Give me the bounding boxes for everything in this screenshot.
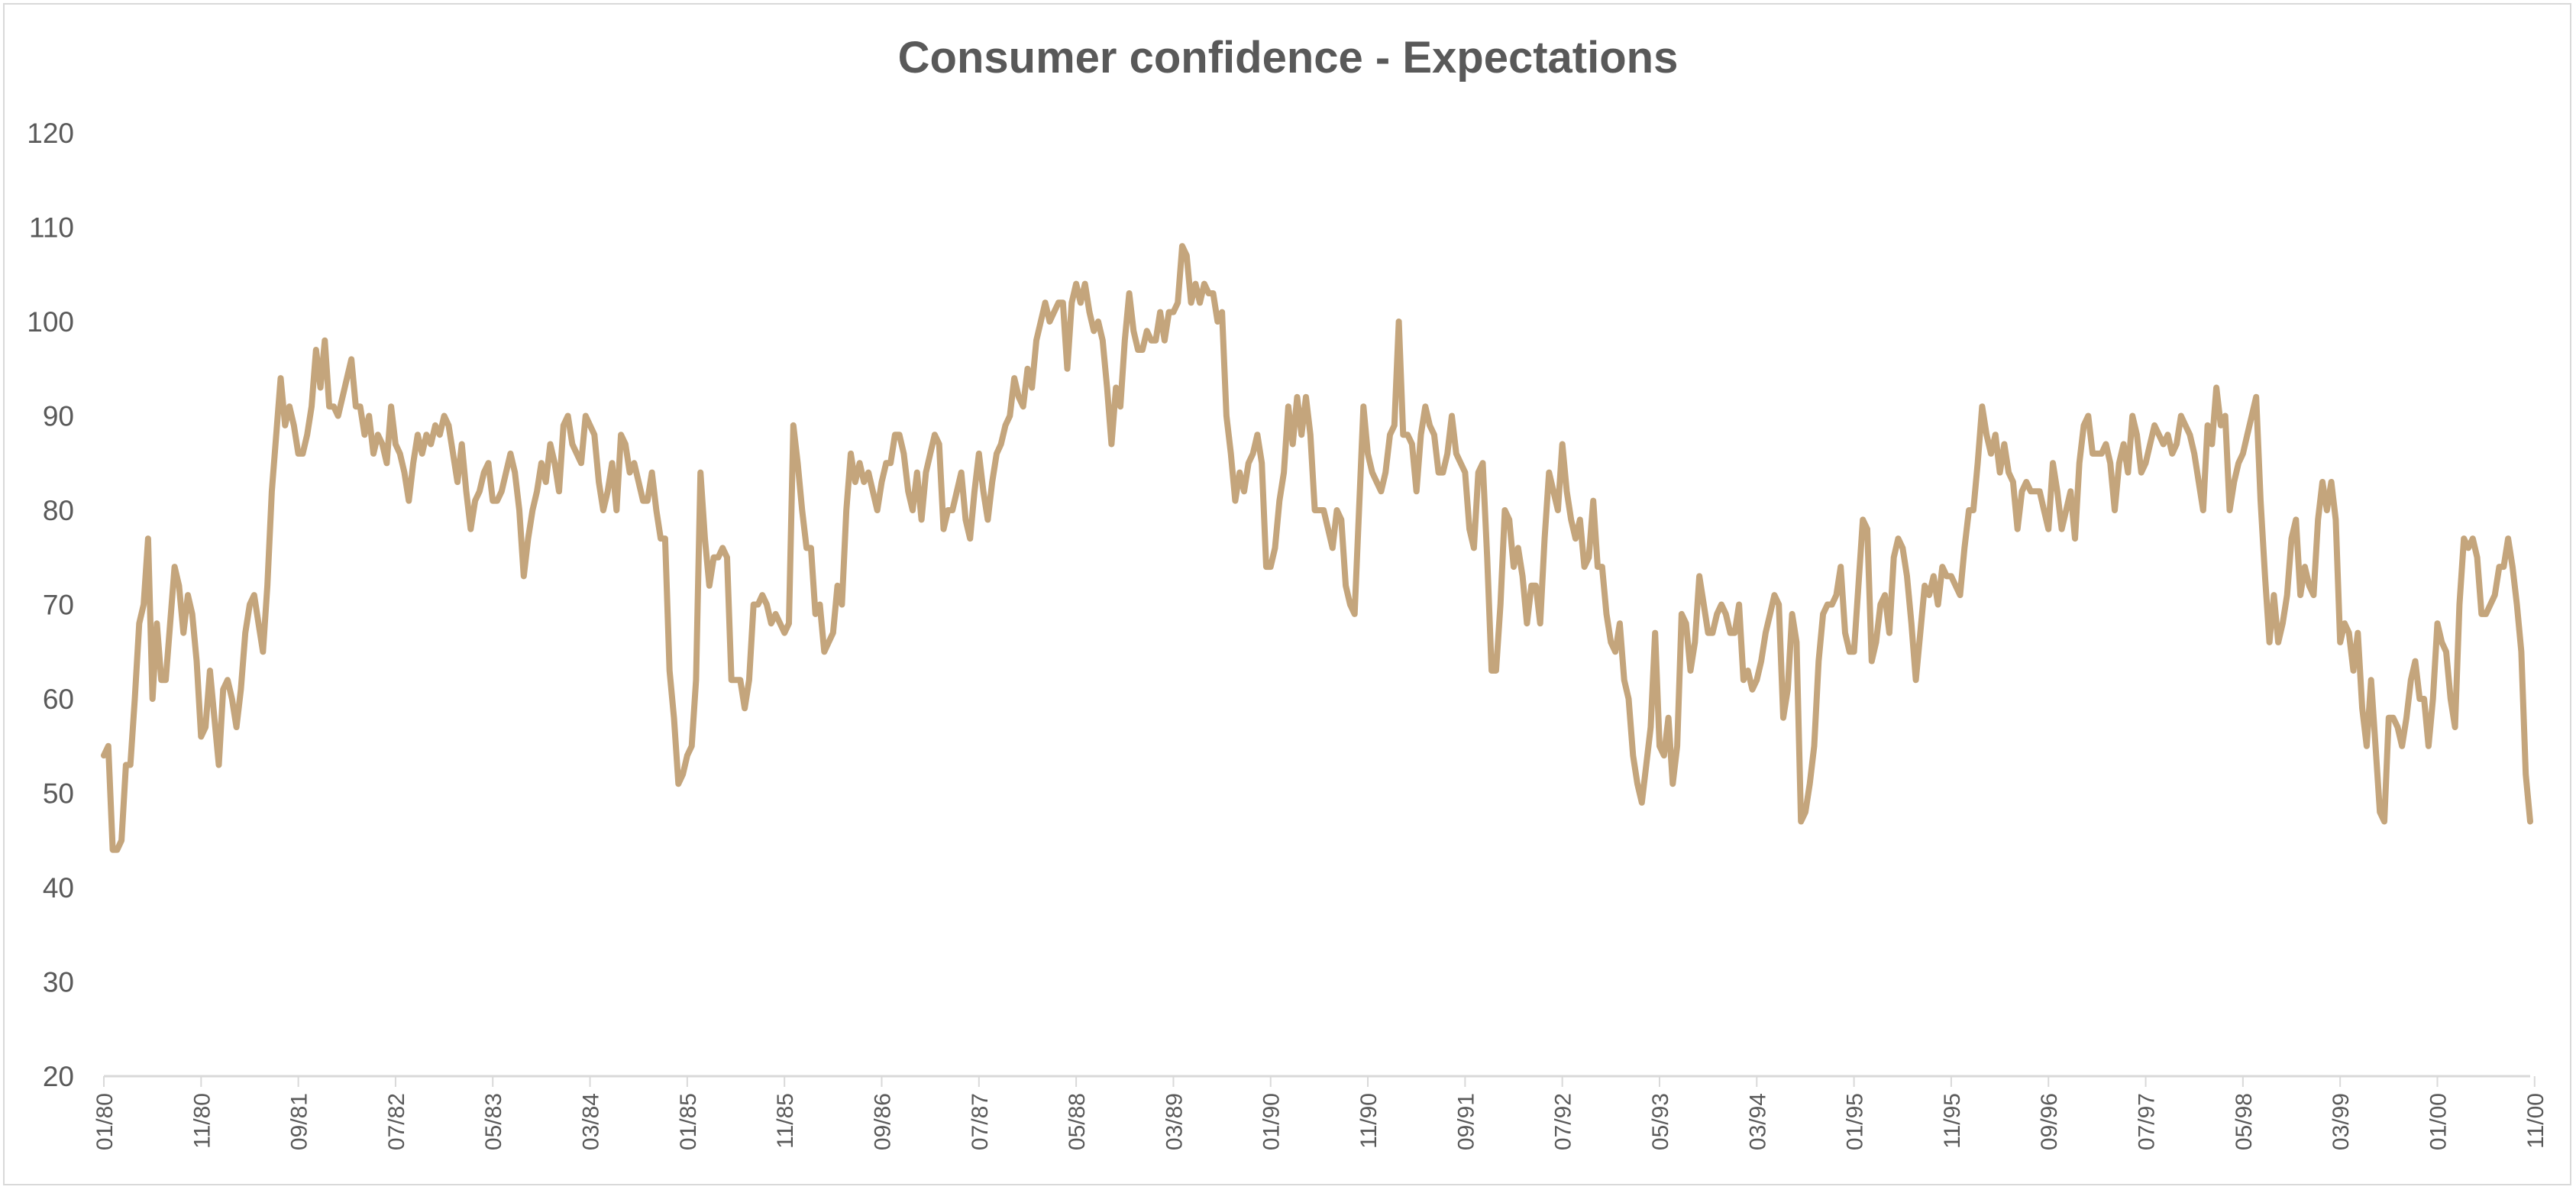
y-tick-label: 30 xyxy=(43,967,74,998)
x-tick-label: 05/93 xyxy=(1648,1093,1673,1150)
y-tick-label: 50 xyxy=(43,778,74,810)
x-tick-label: 05/98 xyxy=(2232,1093,2257,1150)
x-tick-label: 07/97 xyxy=(2135,1093,2160,1150)
x-tick-label: 03/99 xyxy=(2329,1093,2354,1150)
x-tick-label: 05/88 xyxy=(1065,1093,1090,1150)
chart-title: Consumer confidence - Expectations xyxy=(897,33,1679,82)
chart-area xyxy=(3,3,2571,1185)
x-tick-label: 09/91 xyxy=(1453,1093,1479,1150)
x-axis-ticks: 01/80 11/80 09/81 07/82 05/83 03/84 01/85 11/85… xyxy=(92,1076,2549,1150)
x-tick-label: 07/82 xyxy=(384,1093,409,1150)
y-tick-label: 120 xyxy=(27,118,74,149)
x-tick-label: 11/90 xyxy=(1356,1093,1382,1149)
x-tick-label: 01/95 xyxy=(1843,1093,1868,1150)
y-tick-label: 90 xyxy=(43,401,74,432)
x-tick-label: 03/89 xyxy=(1162,1093,1187,1150)
x-tick-label: 11/80 xyxy=(189,1093,215,1149)
x-tick-label: 07/92 xyxy=(1551,1093,1576,1150)
series-line xyxy=(101,243,2533,853)
y-tick-label: 80 xyxy=(43,495,74,526)
x-tick-label: 03/84 xyxy=(579,1093,604,1150)
x-tick-label: 09/96 xyxy=(2037,1093,2062,1150)
x-tick-label: 01/90 xyxy=(1259,1093,1285,1150)
x-tick-label: 01/00 xyxy=(2426,1093,2451,1150)
x-tick-label: 01/80 xyxy=(92,1093,118,1150)
y-tick-label: 60 xyxy=(43,684,74,715)
x-tick-label: 05/83 xyxy=(481,1093,506,1150)
y-tick-label: 110 xyxy=(29,212,74,244)
y-axis-ticks: 20 30 40 50 60 70 80 90 100 110 120 xyxy=(27,118,74,1092)
y-tick-label: 40 xyxy=(43,872,74,904)
y-tick-label: 70 xyxy=(43,590,74,621)
y-tick-label: 100 xyxy=(27,306,74,338)
x-tick-label: 09/81 xyxy=(287,1093,312,1150)
series-group xyxy=(101,243,2533,853)
x-tick-label: 03/94 xyxy=(1745,1093,1770,1150)
x-tick-label: 11/95 xyxy=(1940,1093,1965,1149)
x-tick-label: 11/00 xyxy=(2523,1093,2549,1149)
x-tick-label: 11/85 xyxy=(773,1093,798,1149)
y-tick-label: 20 xyxy=(43,1061,74,1092)
x-tick-label: 07/87 xyxy=(968,1093,993,1150)
x-tick-label: 01/85 xyxy=(676,1093,701,1150)
x-tick-label: 09/86 xyxy=(870,1093,895,1150)
